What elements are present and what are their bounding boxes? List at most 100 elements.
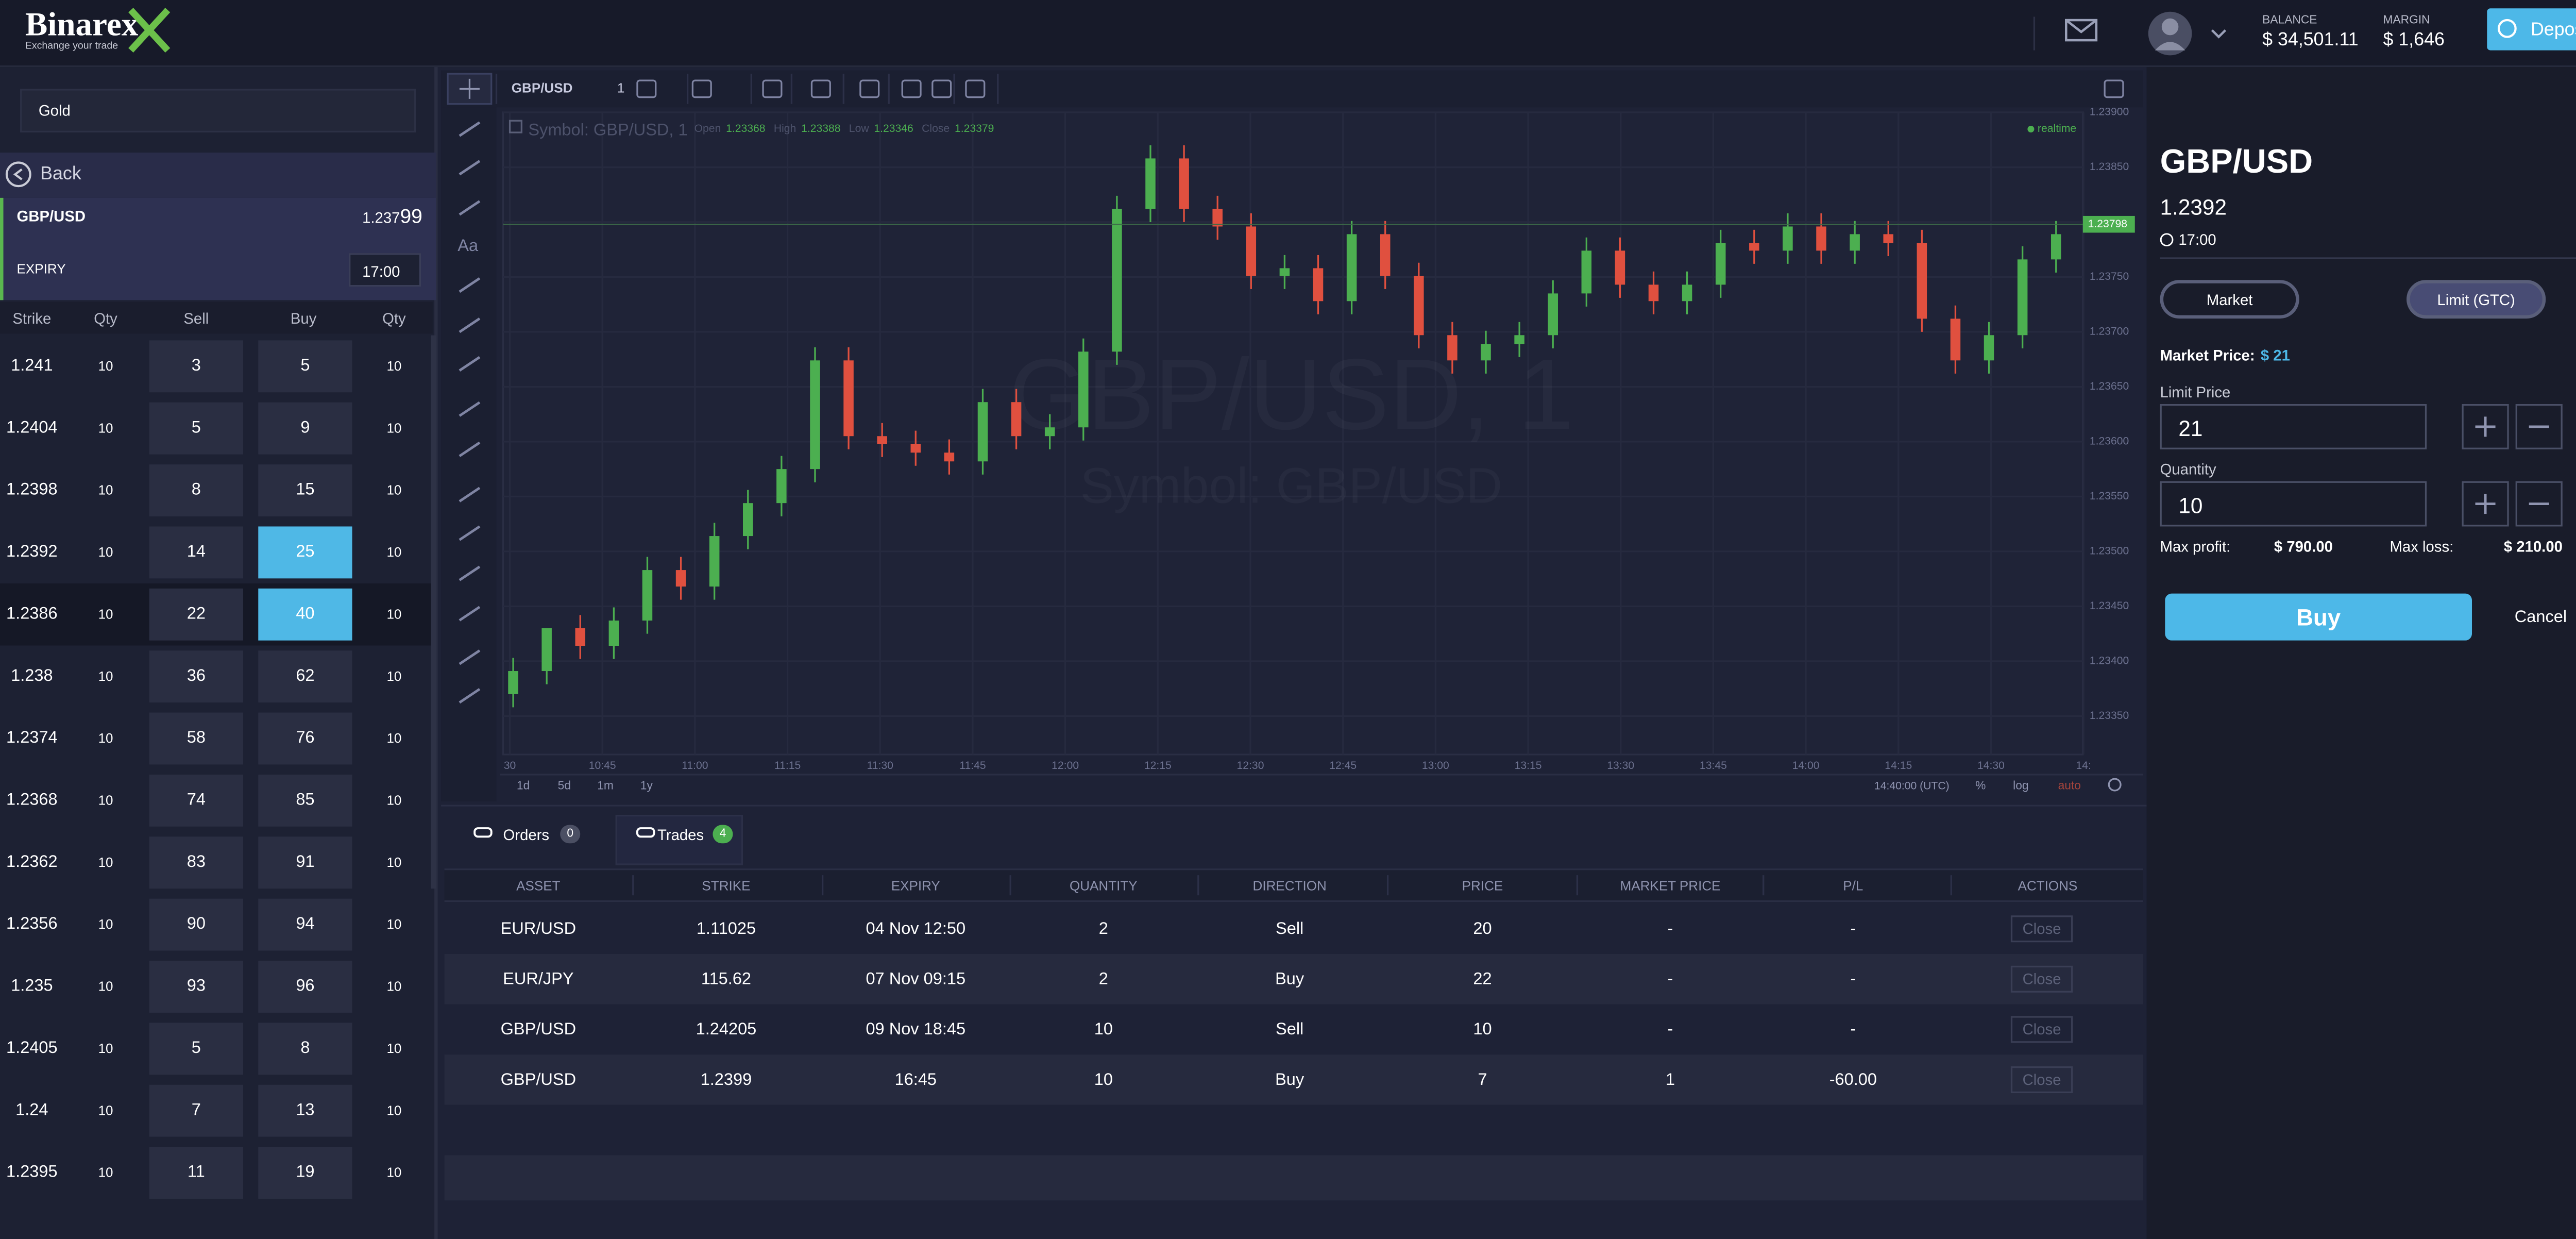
decrement-button[interactable] <box>2515 404 2563 449</box>
sell-cell[interactable]: 58 <box>149 712 243 765</box>
toolbar-redo-icon <box>931 79 952 98</box>
increment-button[interactable] <box>2462 481 2509 527</box>
trades-cell: - <box>1850 919 1856 939</box>
buy-cell[interactable]: 19 <box>258 1147 352 1199</box>
limit-price-input[interactable]: 21 <box>2160 404 2427 449</box>
buy-cell[interactable]: 5 <box>258 340 352 393</box>
x-tick-label: 14: <box>2076 760 2091 772</box>
trades-cell: - <box>1850 969 1856 989</box>
drawing-tool-icon <box>459 487 481 503</box>
candle-body <box>1246 226 1257 276</box>
expiry-select[interactable]: 17:00 <box>349 253 421 287</box>
sell-cell[interactable]: 5 <box>149 1023 243 1075</box>
close-button[interactable]: Close <box>2010 1016 2073 1043</box>
trades-row <box>444 954 2144 1004</box>
buy-cell[interactable]: 25 <box>258 526 352 579</box>
strike-column-header: Qty <box>382 309 406 326</box>
buy-button[interactable]: Buy <box>2165 593 2472 641</box>
close-button[interactable]: Close <box>2010 915 2073 943</box>
buy-cell[interactable]: 13 <box>258 1084 352 1137</box>
cancel-button[interactable]: Cancel <box>2514 608 2567 627</box>
sell-cell[interactable]: 36 <box>149 650 243 703</box>
back-row[interactable] <box>0 153 436 198</box>
tab-label[interactable]: Trades <box>657 826 704 844</box>
trades-cell: GBP/USD <box>500 1070 577 1089</box>
buy-cell[interactable]: 15 <box>258 464 352 516</box>
market-tab[interactable]: Market <box>2160 280 2299 319</box>
qty-cell: 10 <box>386 545 402 560</box>
chevron <box>2211 29 2227 39</box>
tab-label[interactable]: Orders <box>503 826 550 844</box>
buy-cell[interactable]: 40 <box>258 588 352 641</box>
buy-cell[interactable]: 91 <box>258 836 352 889</box>
qty-cell: 10 <box>386 979 402 995</box>
deposit-button[interactable]: Deposit <box>2487 8 2576 51</box>
trades-cell: 1.11025 <box>696 919 756 939</box>
trades-column-header: PRICE <box>1462 877 1503 893</box>
qty-cell: 10 <box>386 359 402 374</box>
close-button[interactable]: Close <box>2010 965 2073 993</box>
trades-column-header: ASSET <box>516 877 561 893</box>
increment-button[interactable] <box>2462 404 2509 449</box>
sell-cell[interactable]: 3 <box>149 340 243 393</box>
buy-cell[interactable]: 8 <box>258 1023 352 1075</box>
search-box[interactable]: Gold <box>20 89 416 132</box>
back-label[interactable]: Back <box>40 164 81 185</box>
market-price: $ 21 <box>2260 347 2290 364</box>
deposit-label: Deposit <box>2530 19 2576 40</box>
quantity-input[interactable]: 10 <box>2160 481 2427 527</box>
sell-cell[interactable]: 83 <box>149 836 243 889</box>
trades-column-header: P/L <box>1843 877 1863 893</box>
qty-cell: 10 <box>386 855 402 870</box>
qty-cell: 10 <box>98 731 113 746</box>
candle-body <box>575 628 586 646</box>
sell-cell[interactable]: 90 <box>149 898 243 951</box>
header-icons <box>128 8 2227 56</box>
toolbar-symbol: GBP/USD <box>512 80 573 95</box>
sell-cell[interactable]: 74 <box>149 774 243 827</box>
buy-cell[interactable]: 62 <box>258 650 352 703</box>
trades-cell: 07 Nov 09:15 <box>866 969 966 989</box>
qty-cell: 10 <box>98 1103 113 1118</box>
limit-tab[interactable]: Limit (GTC) <box>2406 280 2546 319</box>
tab-icon <box>636 827 655 838</box>
candle-body <box>877 436 887 444</box>
sell-cell[interactable]: 11 <box>149 1147 243 1199</box>
symbol: GBP/USD <box>16 208 86 225</box>
sell-cell[interactable]: 22 <box>149 588 243 641</box>
drawing-tool-icon <box>459 525 481 541</box>
candle-body <box>1279 268 1290 276</box>
sell-cell[interactable]: 14 <box>149 526 243 579</box>
buy-cell[interactable]: 76 <box>258 712 352 765</box>
x-tick-label: 12:15 <box>1144 760 1172 772</box>
decrement-button[interactable] <box>2515 481 2563 527</box>
sell-cell[interactable]: 8 <box>149 464 243 516</box>
strike-cell: 1.2404 <box>6 419 58 438</box>
candle-body <box>1749 243 1759 251</box>
trades-column-header: DIRECTION <box>1252 877 1327 893</box>
candle-body <box>1715 243 1726 285</box>
column-divider <box>1950 875 1952 896</box>
buy-cell[interactable]: 96 <box>258 961 352 1013</box>
trades-cell: GBP/USD <box>500 1020 577 1039</box>
buy-cell[interactable]: 94 <box>258 898 352 951</box>
buy-cell[interactable]: 9 <box>258 402 352 455</box>
toolbar-interval: 1 <box>617 80 624 95</box>
sell-cell[interactable]: 93 <box>149 961 243 1013</box>
sell-cell[interactable]: 7 <box>149 1084 243 1137</box>
toolbar-indicators-icon <box>810 79 831 98</box>
drawing-tool-icon <box>459 441 481 457</box>
close-button[interactable]: Close <box>2010 1066 2073 1094</box>
drawing-tool-icon <box>459 160 481 176</box>
candle-body <box>1044 427 1055 437</box>
column-divider <box>1196 875 1198 896</box>
qty-cell: 10 <box>386 482 402 498</box>
qty-cell: 10 <box>386 607 402 622</box>
qty-cell: 10 <box>386 1041 402 1057</box>
strike-cell: 1.2405 <box>6 1039 58 1058</box>
watermark-sub: Symbol: GBP/USD <box>1080 458 1502 514</box>
sell-cell[interactable]: 5 <box>149 402 243 455</box>
buy-cell[interactable]: 85 <box>258 774 352 827</box>
table-header <box>0 302 433 334</box>
column-divider <box>1761 875 1764 896</box>
